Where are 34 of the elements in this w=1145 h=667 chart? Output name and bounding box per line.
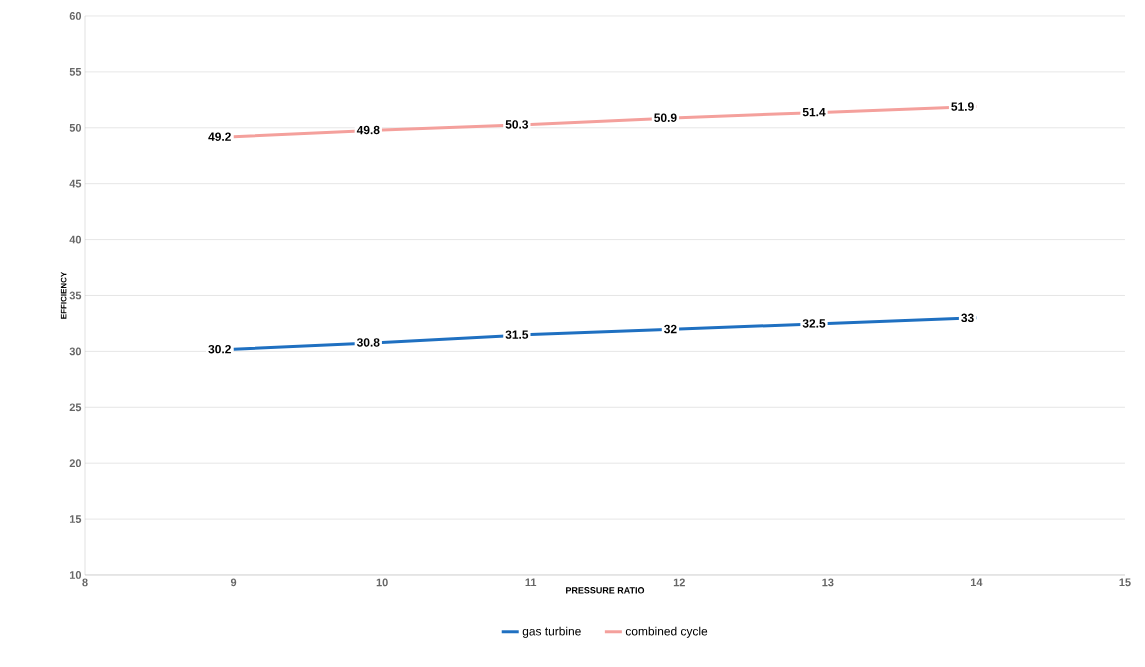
legend-label: combined cycle — [625, 626, 708, 638]
data-label: 49.2 — [208, 132, 231, 141]
x-tick-label: 15 — [1119, 578, 1131, 587]
data-label: 49.8 — [356, 125, 380, 135]
x-tick-label: 11 — [525, 578, 537, 587]
data-label: 51.4 — [802, 107, 826, 117]
y-tick-label: 15 — [69, 515, 82, 523]
y-tick-label: 20 — [69, 459, 82, 468]
data-label: 31.5 — [505, 330, 529, 339]
data-label: 33 — [961, 313, 974, 323]
data-label: 50.9 — [654, 113, 677, 122]
x-tick-label: 8 — [82, 578, 88, 587]
x-tick-label: 12 — [673, 578, 685, 587]
data-label: 50.3 — [505, 120, 529, 129]
data-label: 51.9 — [951, 102, 974, 111]
y-tick-label: 40 — [69, 235, 82, 244]
data-label: 32.5 — [802, 319, 826, 328]
y-tick-label: 60 — [69, 12, 82, 20]
y-tick-label: 50 — [69, 123, 82, 132]
y-tick-label: 55 — [69, 68, 82, 76]
y-tick-label: 30 — [69, 347, 82, 356]
data-label: 30.8 — [356, 338, 380, 347]
legend-label: gas turbine — [522, 626, 581, 638]
y-tick-label: 35 — [69, 291, 82, 300]
y-tick-label: 45 — [69, 179, 82, 188]
x-tick-label: 14 — [970, 578, 983, 587]
x-tick-label: 10 — [376, 578, 388, 587]
data-label: 30.2 — [208, 344, 231, 354]
x-tick-label: 9 — [230, 578, 237, 587]
x-axis-title: PRESSURE RATIO — [566, 587, 645, 594]
y-tick-label: 10 — [69, 571, 82, 579]
data-label: 32 — [664, 324, 677, 334]
y-tick-label: 25 — [69, 403, 82, 412]
x-tick-label: 13 — [822, 578, 834, 587]
